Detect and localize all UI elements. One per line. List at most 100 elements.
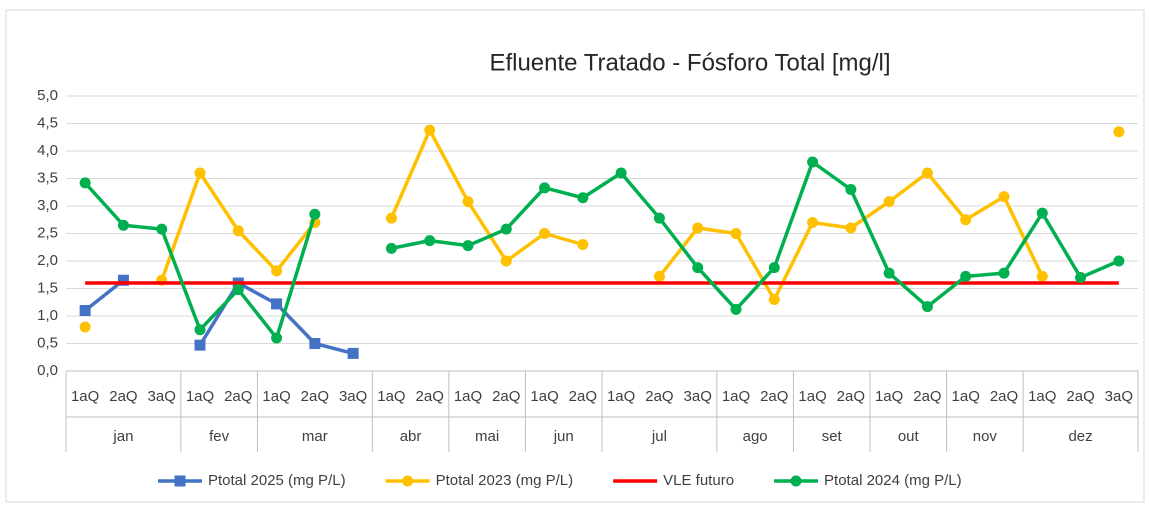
y-tick-label: 2,0 (37, 252, 58, 269)
x-tick-label: 2aQ (224, 388, 252, 405)
x-tick-label: 2aQ (990, 388, 1018, 405)
marker (424, 235, 436, 247)
x-tick-label: 2aQ (1066, 388, 1094, 405)
marker (79, 305, 91, 316)
x-tick-label: 1aQ (262, 388, 290, 405)
marker (921, 167, 933, 179)
group-label: jul (651, 428, 667, 445)
group-label: set (822, 428, 843, 445)
marker (768, 262, 780, 274)
marker (845, 184, 857, 195)
marker (1113, 255, 1125, 267)
marker (1036, 270, 1048, 282)
legend-label: Ptotal 2023 (mg P/L) (436, 472, 574, 489)
group-label: ago (743, 428, 768, 445)
x-tick-label: 3aQ (148, 388, 176, 405)
group-label: jun (553, 428, 574, 445)
marker (347, 347, 359, 359)
marker (653, 270, 665, 282)
marker (998, 267, 1010, 279)
x-tick-label: 3aQ (684, 388, 712, 405)
y-tick-label: 3,0 (37, 197, 58, 214)
x-tick-label: 1aQ (530, 388, 558, 405)
y-tick-label: 0,0 (37, 362, 58, 379)
x-tick-label: 1aQ (186, 388, 214, 405)
marker (692, 262, 704, 274)
group-label: abr (400, 428, 422, 445)
x-tick-label: 1aQ (875, 388, 903, 405)
x-tick-label: 1aQ (722, 388, 750, 405)
marker (1075, 272, 1087, 283)
marker (845, 222, 857, 234)
y-tick-label: 4,0 (37, 142, 58, 159)
x-tick-label: 1aQ (454, 388, 482, 405)
x-tick-label: 3aQ (1105, 388, 1133, 405)
marker (653, 212, 665, 224)
x-tick-label: 2aQ (645, 388, 673, 405)
marker (730, 228, 742, 239)
marker (807, 217, 819, 228)
legend-label: VLE futuro (663, 472, 734, 489)
x-tick-label: 2aQ (837, 388, 865, 405)
group-label: dez (1068, 428, 1092, 445)
marker (424, 124, 436, 136)
marker (615, 167, 627, 179)
marker (883, 196, 895, 208)
marker (271, 298, 283, 310)
marker (539, 228, 551, 239)
legend-label: Ptotal 2025 (mg P/L) (208, 472, 346, 489)
x-tick-label: 2aQ (109, 388, 137, 405)
x-tick-label: 1aQ (377, 388, 405, 405)
marker (921, 301, 933, 313)
marker (539, 182, 551, 194)
legend-marker (790, 475, 802, 487)
marker (194, 324, 206, 336)
x-tick-label: 2aQ (569, 388, 597, 405)
group-label: nov (973, 428, 998, 445)
marker (462, 196, 474, 208)
marker (883, 267, 895, 279)
marker (117, 219, 129, 231)
marker (730, 303, 742, 315)
x-tick-label: 3aQ (339, 388, 367, 405)
group-label: mar (302, 428, 328, 445)
marker (500, 255, 512, 267)
marker (500, 223, 512, 235)
chart-frame (5, 9, 1145, 503)
chart-title: Efluente Tratado - Fósforo Total [mg/l] (489, 49, 890, 76)
x-tick-label: 2aQ (416, 388, 444, 405)
x-tick-label: 1aQ (798, 388, 826, 405)
marker (117, 274, 129, 286)
marker (768, 294, 780, 305)
y-tick-label: 1,5 (37, 279, 58, 296)
group-label: out (898, 428, 920, 445)
y-tick-label: 0,5 (37, 334, 58, 351)
marker (1113, 126, 1125, 138)
x-tick-label: 2aQ (760, 388, 788, 405)
x-tick-label: 1aQ (607, 388, 635, 405)
y-tick-label: 2,5 (37, 224, 58, 241)
marker (692, 222, 704, 234)
y-tick-label: 1,0 (37, 307, 58, 324)
legend-marker (174, 475, 186, 487)
x-tick-label: 1aQ (1028, 388, 1056, 405)
marker (960, 270, 972, 282)
marker (79, 177, 91, 189)
group-label: mai (475, 428, 499, 445)
marker (271, 265, 283, 277)
legend-marker (402, 475, 414, 487)
marker (194, 339, 206, 351)
marker (232, 284, 244, 296)
marker (194, 167, 206, 179)
x-tick-label: 2aQ (492, 388, 520, 405)
group-label: jan (112, 428, 133, 445)
marker (271, 332, 283, 344)
marker (1036, 207, 1048, 219)
x-tick-label: 2aQ (913, 388, 941, 405)
marker (232, 225, 244, 237)
x-tick-label: 1aQ (952, 388, 980, 405)
marker (960, 214, 972, 226)
marker (79, 321, 91, 333)
y-tick-label: 5,0 (37, 87, 58, 104)
